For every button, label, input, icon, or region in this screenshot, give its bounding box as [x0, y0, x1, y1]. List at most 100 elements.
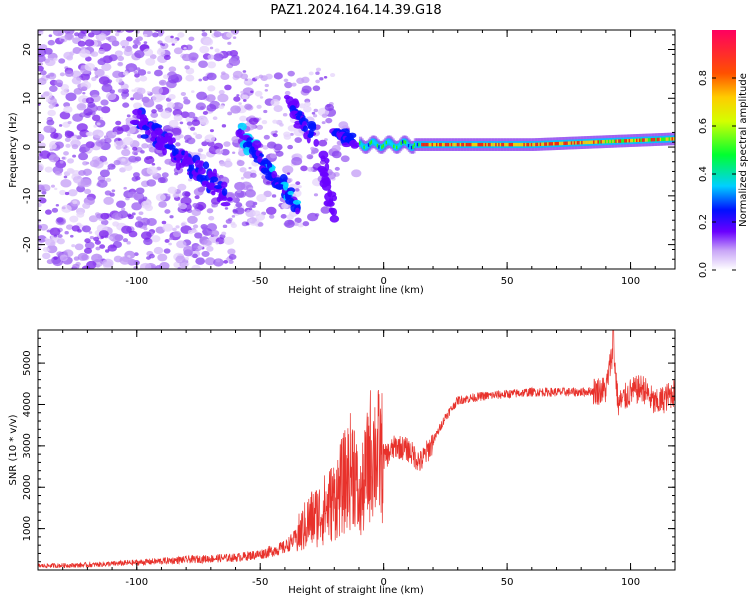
heatmap-blob	[254, 76, 260, 80]
heatmap-blob	[266, 181, 271, 185]
heatmap-blob	[143, 237, 153, 246]
heatmap-blob	[137, 69, 147, 76]
heatmap-xtick-label: 50	[501, 276, 514, 287]
heatmap-blob	[294, 188, 300, 192]
heatmap-ridge-cell	[271, 170, 278, 179]
heatmap-blob	[72, 200, 78, 205]
heatmap-blob	[338, 121, 349, 129]
heatmap-blob	[291, 156, 303, 166]
heatmap-blob	[146, 90, 151, 94]
heatmap-blob	[198, 78, 203, 82]
heatmap-blob	[195, 133, 203, 140]
heatmap-blob	[121, 148, 131, 157]
snr-ylabel: SNR (10 * v/v)	[8, 414, 19, 485]
heatmap-blob	[59, 72, 65, 77]
heatmap-blob	[99, 57, 105, 62]
heatmap-blob	[283, 78, 289, 83]
heatmap-blob	[68, 189, 78, 197]
heatmap-blob	[59, 111, 71, 120]
heatmap-blob	[203, 38, 214, 46]
heatmap-blob	[85, 56, 92, 62]
heatmap-blob	[104, 190, 112, 196]
heatmap-ridge-cell	[221, 188, 228, 196]
heatmap-blob	[146, 217, 157, 226]
heatmap-blob	[183, 245, 194, 255]
heatmap-blob	[83, 188, 92, 195]
heatmap-blob	[98, 34, 106, 41]
heatmap-blob	[105, 177, 112, 183]
heatmap-blob	[215, 258, 221, 263]
heatmap-blob	[201, 32, 208, 37]
heatmap-blob	[106, 79, 113, 84]
heatmap-blob	[195, 201, 207, 211]
heatmap-blob	[50, 241, 56, 247]
heatmap-blob	[86, 260, 97, 269]
colorbar	[712, 30, 736, 270]
heatmap-blob	[178, 103, 184, 108]
heatmap-blob	[197, 187, 205, 193]
heatmap-blob	[257, 222, 264, 227]
heatmap-blob	[272, 133, 278, 138]
heatmap-blob	[202, 110, 208, 115]
colorbar-tick-label: 0.6	[698, 118, 709, 134]
heatmap-blob	[120, 124, 130, 132]
heatmap-blob	[140, 231, 152, 240]
heatmap-blob	[50, 184, 55, 188]
heatmap-blob	[85, 173, 89, 177]
heatmap-blob	[54, 23, 62, 29]
heatmap-blob	[59, 160, 64, 164]
heatmap-ridge-cell	[220, 202, 231, 207]
heatmap-blob	[286, 172, 291, 175]
heatmap-blob	[147, 71, 151, 75]
snr-ytick-label: 3000	[22, 433, 33, 458]
heatmap-blob	[109, 89, 116, 94]
heatmap-blob	[81, 86, 88, 92]
heatmap-blob	[142, 23, 147, 27]
heatmap-blob	[100, 106, 111, 114]
heatmap-blob	[191, 264, 201, 269]
heatmap-blob	[38, 235, 47, 243]
heatmap-blob	[155, 265, 162, 269]
heatmap-blob	[168, 119, 179, 128]
heatmap-blob	[133, 70, 138, 74]
heatmap-blob	[151, 162, 156, 166]
heatmap-blob	[185, 74, 195, 82]
heatmap-blob	[97, 179, 108, 188]
heatmap-blob	[38, 65, 44, 72]
heatmap-blob	[224, 84, 232, 91]
heatmap-blob	[83, 247, 93, 254]
heatmap-blob	[71, 77, 82, 85]
snr-ytick-label: 1000	[22, 516, 33, 541]
heatmap-blob	[56, 217, 64, 223]
heatmap-ytick-label: -20	[22, 236, 33, 252]
heatmap-blob	[43, 47, 53, 55]
snr-xtick-label: 100	[621, 577, 640, 588]
heatmap-blob	[167, 186, 177, 194]
heatmap-ridge-cell	[199, 160, 205, 167]
heatmap-blob	[146, 179, 157, 187]
heatmap-blob	[248, 117, 259, 125]
heatmap-blob	[224, 207, 229, 210]
heatmap-ridge-cell	[202, 161, 210, 170]
heatmap-blob	[199, 154, 207, 160]
heatmap-blob	[269, 153, 277, 159]
heatmap-blob	[183, 134, 192, 141]
heatmap-blob	[143, 98, 155, 108]
heatmap-blob	[151, 109, 157, 114]
heatmap-blob	[173, 193, 180, 198]
heatmap-blob	[321, 121, 326, 125]
heatmap-blob	[230, 223, 237, 229]
heatmap-blob	[47, 109, 56, 117]
heatmap-blob	[72, 263, 80, 269]
heatmap-blob	[308, 71, 314, 76]
heatmap-blob	[47, 72, 57, 80]
heatmap-blob	[302, 221, 310, 227]
heatmap-blob	[318, 139, 328, 147]
heatmap-ridge-cell	[329, 196, 334, 206]
heatmap-blob	[114, 50, 123, 57]
heatmap-ridge-cell	[129, 119, 140, 125]
heatmap-blob	[53, 57, 58, 61]
heatmap-blob	[180, 111, 190, 119]
heatmap-blob	[134, 78, 141, 83]
heatmap-blob	[101, 83, 113, 93]
